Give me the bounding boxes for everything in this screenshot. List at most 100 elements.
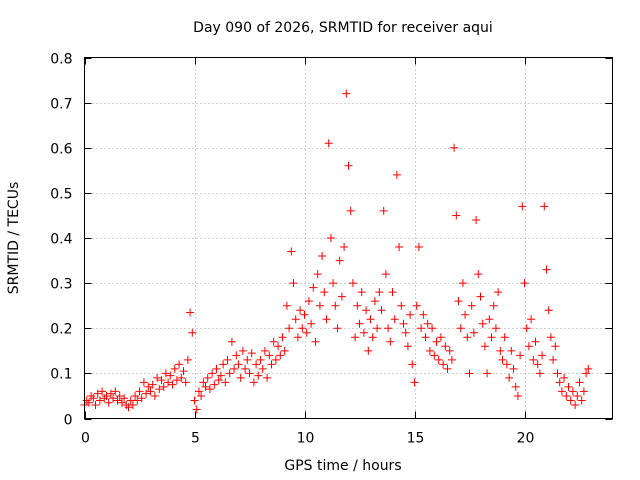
data-point xyxy=(452,211,461,220)
data-point xyxy=(320,288,329,297)
data-point xyxy=(439,360,448,369)
data-point xyxy=(89,394,98,403)
data-point xyxy=(124,403,133,412)
data-point xyxy=(476,292,485,301)
data-point xyxy=(201,382,210,391)
data-point xyxy=(403,342,412,351)
data-point xyxy=(232,351,241,360)
data-point xyxy=(326,234,335,242)
data-point xyxy=(381,270,390,279)
data-point xyxy=(551,342,560,351)
data-point xyxy=(225,369,234,378)
data-point xyxy=(450,143,459,152)
data-point xyxy=(157,376,166,385)
data-point xyxy=(315,301,324,310)
data-point xyxy=(520,279,529,288)
data-point xyxy=(278,333,287,342)
data-point xyxy=(498,355,507,364)
data-point xyxy=(199,378,208,387)
data-point xyxy=(531,337,540,346)
data-point xyxy=(461,310,470,319)
data-point xyxy=(555,378,564,387)
data-point xyxy=(384,324,393,333)
data-point xyxy=(285,324,294,333)
data-point xyxy=(109,394,118,403)
data-point xyxy=(560,373,569,382)
data-point xyxy=(463,333,472,342)
data-point xyxy=(168,380,177,389)
data-point xyxy=(293,333,302,342)
data-point xyxy=(274,342,283,351)
data-point xyxy=(417,324,426,333)
data-point xyxy=(425,346,434,355)
data-point xyxy=(98,387,107,396)
data-point xyxy=(265,351,274,360)
data-point xyxy=(509,364,518,373)
y-tick-label: 0.8 xyxy=(50,52,72,68)
data-point xyxy=(441,342,450,351)
data-point xyxy=(139,378,148,387)
y-tick-label: 0.3 xyxy=(50,277,72,293)
data-point xyxy=(208,369,217,378)
data-point xyxy=(351,333,360,342)
data-point xyxy=(436,333,445,342)
data-point xyxy=(243,355,252,364)
data-point xyxy=(577,396,586,405)
data-point xyxy=(203,373,212,382)
data-point xyxy=(557,387,566,396)
data-point xyxy=(318,252,327,261)
data-point xyxy=(511,382,520,391)
data-point xyxy=(337,292,346,301)
data-point xyxy=(322,315,331,324)
data-point xyxy=(571,400,580,409)
data-point xyxy=(447,355,456,364)
data-point xyxy=(87,391,96,400)
axis-ticks xyxy=(84,57,613,420)
data-point xyxy=(166,371,175,380)
data-point xyxy=(458,279,467,288)
data-point xyxy=(533,360,542,369)
data-point xyxy=(216,371,225,380)
data-point xyxy=(302,328,311,337)
data-point xyxy=(340,243,349,252)
data-point xyxy=(527,315,536,324)
data-point xyxy=(388,288,397,297)
data-point xyxy=(133,396,142,405)
data-point xyxy=(540,202,549,211)
data-point xyxy=(566,396,575,405)
data-point xyxy=(164,378,173,387)
data-point xyxy=(223,355,232,364)
data-point xyxy=(153,373,162,382)
data-point xyxy=(148,380,157,389)
data-point xyxy=(553,369,562,378)
data-point xyxy=(82,396,91,405)
data-point xyxy=(309,283,318,292)
data-point xyxy=(500,333,509,342)
data-point xyxy=(428,324,437,333)
y-tick-label: 0.4 xyxy=(50,232,72,248)
data-point xyxy=(584,364,593,373)
grid xyxy=(84,57,613,419)
data-point xyxy=(95,396,104,405)
data-point xyxy=(348,279,357,288)
data-point xyxy=(535,369,544,378)
data-point xyxy=(529,355,538,364)
data-point xyxy=(412,301,421,310)
data-point xyxy=(247,349,256,358)
data-point xyxy=(280,346,289,355)
data-point xyxy=(106,389,115,398)
data-point xyxy=(188,328,197,337)
data-point xyxy=(359,328,368,337)
data-point xyxy=(249,378,258,387)
data-point xyxy=(329,279,338,288)
data-point xyxy=(197,391,206,400)
data-point xyxy=(456,324,465,333)
data-point xyxy=(562,391,571,400)
data-point xyxy=(355,319,364,328)
data-point xyxy=(465,369,474,378)
data-point xyxy=(579,387,588,396)
x-tick-label: 10 xyxy=(297,431,315,447)
data-point xyxy=(296,306,305,315)
data-point xyxy=(304,297,313,306)
